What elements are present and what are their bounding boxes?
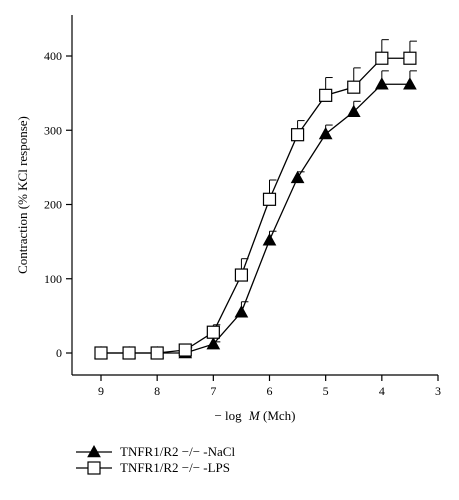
- data-point: [206, 337, 221, 350]
- data-point: [403, 77, 417, 90]
- y-tick-label: 0: [56, 346, 62, 360]
- data-point: [290, 128, 305, 142]
- x-axis-title-suffix: (Mch): [263, 408, 296, 423]
- data-point: [347, 80, 361, 94]
- x-tick-label: 6: [267, 384, 273, 398]
- x-tick-label: 8: [154, 384, 160, 398]
- data-point: [319, 88, 333, 102]
- series-2: [94, 39, 417, 360]
- x-axis-title-prefix: − log: [214, 408, 242, 423]
- data-point: [234, 305, 249, 318]
- data-point: [346, 104, 361, 117]
- data-point: [403, 51, 417, 65]
- data-point: [375, 51, 389, 65]
- data-point: [94, 346, 108, 360]
- x-tick-label: 5: [323, 384, 329, 398]
- y-tick-label: 300: [44, 123, 62, 137]
- data-point: [122, 346, 136, 360]
- legend-marker: [87, 461, 101, 475]
- legend-label: TNFR1/R2 −/− -NaCl: [120, 444, 235, 459]
- data-point: [178, 343, 192, 357]
- y-tick-label: 400: [44, 49, 62, 63]
- data-point: [374, 77, 389, 90]
- x-axis-title-var: M: [248, 408, 261, 423]
- data-point: [206, 325, 220, 339]
- axes: 0 100 200 300 400 9 8 7 6 5 4 3: [44, 15, 441, 398]
- x-tick-label: 4: [379, 384, 385, 398]
- data-point: [234, 268, 249, 282]
- data-point: [150, 346, 164, 360]
- legend-marker: [87, 444, 101, 458]
- x-tick-label: 9: [98, 384, 104, 398]
- series-1: [94, 70, 417, 359]
- x-tick-label: 3: [435, 384, 441, 398]
- series-line: [101, 83, 410, 354]
- x-tick-label: 7: [210, 384, 216, 398]
- y-axis-title: Contraction (% KCl response): [15, 116, 30, 274]
- y-tick-label: 100: [44, 272, 62, 286]
- data-point: [262, 192, 277, 206]
- legend-item-1: TNFR1/R2 −/− -NaCl: [76, 444, 235, 459]
- x-axis-title: − log M (Mch): [214, 408, 295, 423]
- y-tick-label: 200: [44, 198, 62, 212]
- legend-item-2: TNFR1/R2 −/− -LPS: [76, 460, 230, 475]
- data-point: [318, 126, 333, 140]
- legend-label: TNFR1/R2 −/− -LPS: [120, 460, 230, 475]
- series-layer: [94, 39, 417, 360]
- data-point: [262, 233, 277, 246]
- data-point: [290, 170, 305, 184]
